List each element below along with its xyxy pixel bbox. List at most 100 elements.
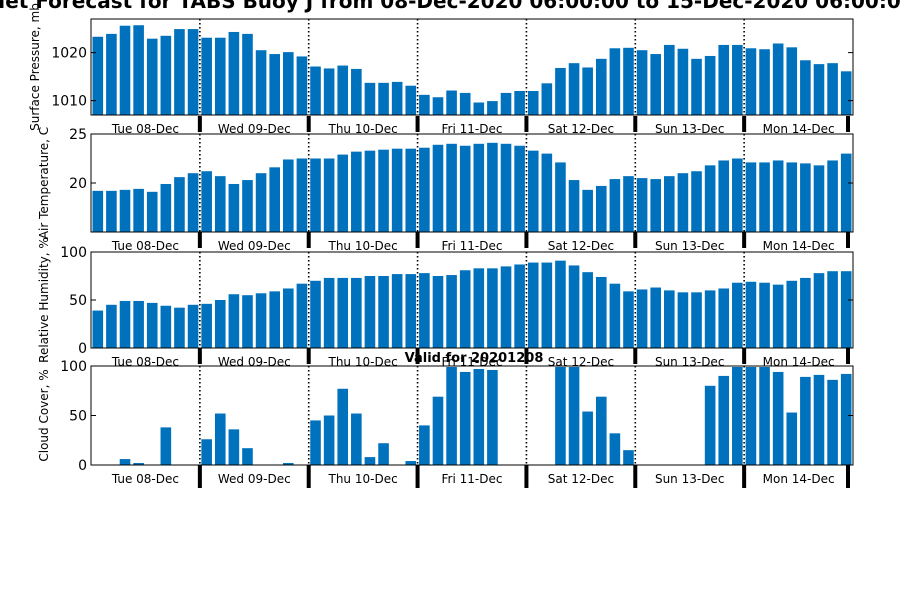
relative-humidity-bar	[664, 290, 675, 348]
air-temperature-bar	[772, 160, 784, 232]
air-temperature-bar	[691, 171, 702, 232]
surface-pressure-bar	[160, 35, 172, 115]
cloud-cover-bar	[432, 396, 444, 465]
cloud-cover-bar	[732, 366, 743, 465]
surface-pressure-bar	[296, 56, 308, 115]
air-temperature-day-label: Thu 10-Dec	[328, 239, 398, 253]
air-temperature-bar	[419, 147, 430, 232]
relative-humidity-bar	[636, 289, 648, 348]
surface-pressure-day-label: Tue 08-Dec	[111, 122, 179, 136]
air-temperature-bar	[527, 150, 539, 232]
air-temperature-bar	[378, 149, 389, 232]
relative-humidity-bar	[623, 291, 634, 348]
cloud-cover-bar	[609, 433, 621, 465]
relative-humidity-bar	[800, 277, 811, 348]
relative-humidity-bar	[500, 266, 512, 348]
relative-humidity-bar	[691, 292, 702, 348]
air-temperature-ytick-label: 25	[69, 127, 87, 143]
surface-pressure-bar	[800, 60, 811, 115]
cloud-cover-bar	[759, 366, 770, 465]
surface-pressure-bar	[677, 48, 689, 116]
cloud-cover-bar	[160, 427, 172, 465]
air-temperature-bar	[677, 173, 689, 232]
cloud-cover-bar	[840, 373, 852, 465]
surface-pressure-bar	[786, 47, 798, 115]
relative-humidity-bar	[514, 264, 525, 348]
relative-humidity-panel: Relative Humidity, % Tue 08-Dec Wed 09-De…	[37, 237, 854, 369]
relative-humidity-bar	[405, 274, 417, 348]
relative-humidity-bar	[201, 303, 212, 348]
relative-humidity-bar	[214, 300, 226, 348]
cloud-cover-bar	[337, 388, 349, 465]
relative-humidity-bar	[419, 273, 430, 348]
surface-pressure-bar	[827, 63, 838, 115]
cloud-cover-day-label: Thu 10-Dec	[328, 472, 398, 486]
relative-humidity-bar	[487, 268, 498, 348]
surface-pressure-day-label: Mon 14-Dec	[763, 122, 835, 136]
cloud-cover-day-label: Wed 09-Dec	[218, 472, 291, 486]
relative-humidity-bar	[813, 273, 825, 348]
air-temperature-bar	[514, 145, 525, 232]
relative-humidity-bar	[364, 276, 376, 348]
surface-pressure-bar	[500, 92, 512, 115]
surface-pressure-bar	[432, 97, 444, 115]
surface-pressure-bar	[527, 91, 539, 115]
surface-pressure-day-label: Wed 09-Dec	[218, 122, 291, 136]
air-temperature-bar	[568, 180, 580, 232]
surface-pressure-bar	[187, 29, 199, 115]
cloud-cover-bar	[704, 385, 716, 465]
cloud-cover-bar	[800, 376, 811, 465]
relative-humidity-bar	[92, 310, 104, 348]
surface-pressure-day-label: Fri 11-Dec	[442, 122, 503, 136]
surface-pressure-bar	[582, 67, 593, 115]
relative-humidity-bar	[378, 276, 389, 348]
relative-humidity-bar	[527, 262, 539, 348]
relative-humidity-bar	[459, 270, 471, 348]
cloud-cover-bar	[133, 463, 144, 465]
relative-humidity-bar	[283, 288, 294, 348]
relative-humidity-bar	[595, 276, 607, 348]
air-temperature-bar	[160, 183, 172, 232]
air-temperature-bar	[595, 185, 607, 232]
air-temperature-bar	[840, 153, 852, 232]
surface-pressure-day-label: Sat 12-Dec	[548, 122, 614, 136]
air-temperature-panel: Air Temperature, C Tue 08-Dec Wed 09-Dec T…	[37, 127, 854, 253]
relative-humidity-ylabel: Relative Humidity, %	[37, 237, 51, 363]
relative-humidity-bar	[541, 262, 553, 348]
air-temperature-bar	[391, 148, 403, 232]
surface-pressure-bar	[391, 81, 403, 115]
surface-pressure-bar	[595, 58, 607, 115]
cloud-cover-bar	[623, 450, 634, 465]
air-temperature-bar	[92, 190, 104, 232]
cloud-cover-day-label: Sun 13-Dec	[655, 472, 724, 486]
cloud-cover-panel: Cloud Cover, % Tue 08-Dec Wed 09-Dec Thu 1…	[37, 359, 854, 488]
surface-pressure-bar	[378, 82, 389, 115]
cloud-cover-bar	[201, 439, 212, 465]
relative-humidity-bar	[391, 274, 403, 348]
cloud-cover-bar	[813, 374, 825, 465]
air-temperature-bar	[813, 165, 825, 232]
air-temperature-bar	[133, 188, 144, 232]
air-temperature-bar	[269, 167, 280, 232]
cloud-cover-bar	[378, 443, 389, 465]
relative-humidity-bar	[650, 287, 661, 348]
cloud-cover-bar	[323, 415, 335, 465]
relative-humidity-bar	[351, 277, 362, 348]
surface-pressure-bar	[174, 29, 185, 115]
cloud-cover-bar	[446, 366, 457, 465]
surface-pressure-bar	[704, 55, 716, 115]
cloud-cover-bar	[772, 371, 784, 465]
air-temperature-bar	[119, 189, 131, 232]
relative-humidity-bar	[174, 307, 185, 348]
relative-humidity-day-label: Tue 08-Dec	[111, 355, 179, 369]
air-temperature-day-label: Wed 09-Dec	[218, 239, 291, 253]
surface-pressure-bar	[146, 38, 158, 115]
figure-title: Met Forecast for TABS Buoy J from 08-Dec…	[0, 0, 900, 13]
relative-humidity-bar	[732, 282, 743, 348]
cloud-cover-bar	[582, 411, 593, 465]
relative-humidity-day-label: Mon 14-Dec	[763, 355, 835, 369]
surface-pressure-bar	[759, 49, 770, 115]
cloud-cover-bar	[827, 379, 838, 465]
air-temperature-bar	[106, 190, 117, 232]
air-temperature-bar	[786, 162, 798, 232]
